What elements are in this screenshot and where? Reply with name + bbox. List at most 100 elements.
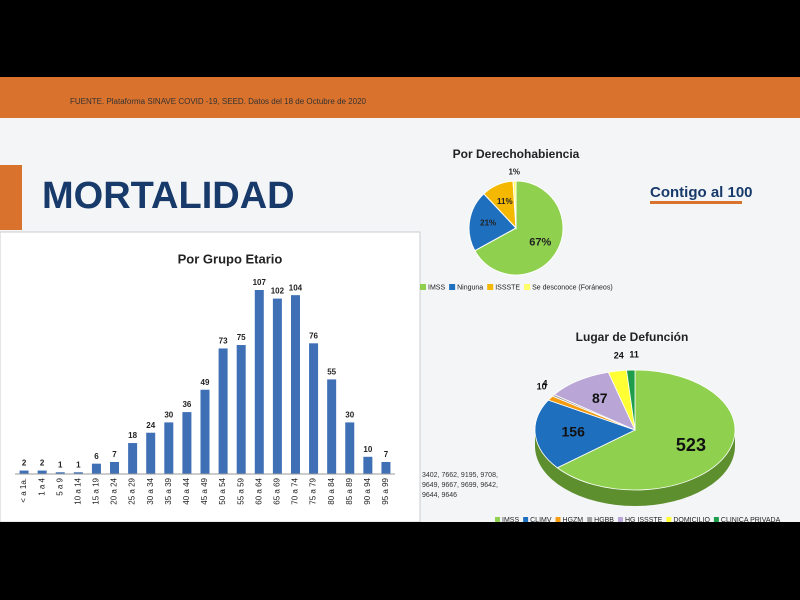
data-label: 21% — [480, 219, 496, 228]
pie-slice — [534, 399, 637, 469]
bottom-bar — [0, 522, 800, 600]
x-tick-label: < a 1a. — [19, 478, 28, 503]
data-label: 2 — [40, 459, 45, 468]
pie-slice — [556, 369, 736, 491]
legend-label: Se desconoce (Foráneos) — [532, 284, 613, 291]
legend-swatch — [617, 517, 623, 522]
legend-label: IMSS — [502, 517, 519, 524]
data-label: 55 — [327, 368, 336, 377]
data-label: 24 — [614, 350, 624, 360]
legend-swatch — [420, 284, 426, 290]
data-label: 30 — [345, 411, 354, 420]
bar — [182, 412, 192, 474]
x-tick-label: 40 a 44 — [182, 477, 191, 504]
legend-swatch — [524, 284, 531, 290]
pie-slice — [474, 180, 564, 276]
bar — [146, 432, 156, 474]
data-label: 4 — [543, 379, 548, 389]
annotation: 9649, 9667, 9699, 9642, — [422, 482, 498, 489]
logo-underline — [650, 201, 742, 204]
legend-swatch — [713, 517, 719, 522]
chart-title: Por Grupo Etario — [178, 251, 283, 266]
data-label: 1 — [76, 460, 81, 469]
x-tick-label: 15 a 19 — [92, 477, 101, 504]
logo: Contigo al 100 — [650, 184, 753, 201]
x-tick-label: 5 a 9 — [55, 477, 64, 495]
bar — [128, 443, 138, 474]
legend-label: HGBB — [594, 517, 614, 524]
bar — [91, 463, 101, 474]
data-label: 67% — [529, 236, 551, 248]
bar — [236, 345, 246, 474]
x-tick-label: 65 a 69 — [272, 477, 281, 504]
heading: MORTALIDAD — [42, 175, 295, 217]
data-label: 10 — [363, 445, 372, 454]
bar — [290, 295, 300, 474]
data-label: 104 — [289, 283, 303, 292]
x-tick-label: 30 a 34 — [146, 477, 155, 504]
pie-slice — [626, 369, 636, 431]
data-label: 73 — [219, 337, 228, 346]
annotation: 9644, 9646 — [422, 492, 457, 499]
data-label: 523 — [676, 435, 706, 455]
legend-label: HGZM — [563, 517, 584, 524]
data-label: 7 — [112, 450, 117, 459]
x-tick-label: 35 a 39 — [164, 477, 173, 504]
source-band — [0, 77, 800, 118]
data-label: 11% — [497, 197, 513, 206]
x-tick-label: 90 a 94 — [363, 477, 372, 504]
legend-label: IMSS — [428, 284, 445, 291]
bar — [309, 343, 319, 474]
data-label: 76 — [309, 331, 318, 340]
x-tick-label: 20 a 24 — [110, 477, 119, 504]
x-tick-label: 70 a 74 — [291, 477, 300, 504]
chart-title: Por Derechohabiencia — [453, 147, 580, 161]
legend-swatch — [449, 284, 456, 290]
data-label: 24 — [146, 421, 155, 430]
x-tick-label: 85 a 89 — [345, 477, 354, 504]
chart-title: Lugar de Defunción — [576, 330, 689, 344]
annotation: 3402, 7662, 9195, 9708, — [422, 472, 498, 479]
bar — [19, 470, 29, 474]
x-tick-label: 95 a 99 — [381, 477, 390, 504]
x-tick-label: 10 a 14 — [73, 477, 82, 504]
data-label: 75 — [237, 333, 246, 342]
bar — [381, 461, 391, 474]
source: FUENTE. Plataforma SINAVE COVID -19, SEE… — [70, 97, 367, 106]
x-tick-label: 60 a 64 — [254, 477, 263, 504]
bar — [327, 379, 337, 474]
x-tick-label: 25 a 29 — [128, 477, 137, 504]
legend-swatch — [495, 517, 500, 522]
legend-swatch — [555, 517, 561, 522]
x-tick-label: 55 a 59 — [236, 477, 245, 504]
legend-label: HG ISSSTE — [625, 517, 663, 524]
legend-label: CLINICA PRIVADA — [721, 517, 781, 524]
x-tick-label: 75 a 79 — [309, 477, 318, 504]
bar — [37, 470, 47, 474]
data-label: 10 — [537, 382, 547, 392]
data-label: 2 — [22, 459, 27, 468]
accent-block — [0, 165, 22, 230]
bar — [164, 422, 174, 474]
legend-label: DOMICILIO — [673, 517, 710, 524]
data-label: 49 — [201, 378, 210, 387]
data-label: 30 — [164, 411, 173, 420]
x-tick-label: 80 a 84 — [327, 477, 336, 504]
data-label: 6 — [94, 452, 99, 461]
legend-label: ISSSTE — [495, 284, 520, 291]
data-label: 11 — [629, 349, 639, 359]
bar — [363, 456, 373, 474]
legend-swatch — [587, 517, 593, 522]
legend-swatch — [666, 517, 672, 522]
x-tick-label: 45 a 49 — [200, 477, 209, 504]
bar — [272, 298, 282, 474]
bar — [345, 422, 355, 474]
data-label: 1 — [58, 460, 63, 469]
data-label: 87 — [592, 390, 608, 406]
pie-slice — [468, 193, 517, 252]
data-label: 107 — [253, 278, 267, 287]
legend-swatch — [487, 284, 494, 290]
legend-label: Ninguna — [457, 284, 483, 291]
